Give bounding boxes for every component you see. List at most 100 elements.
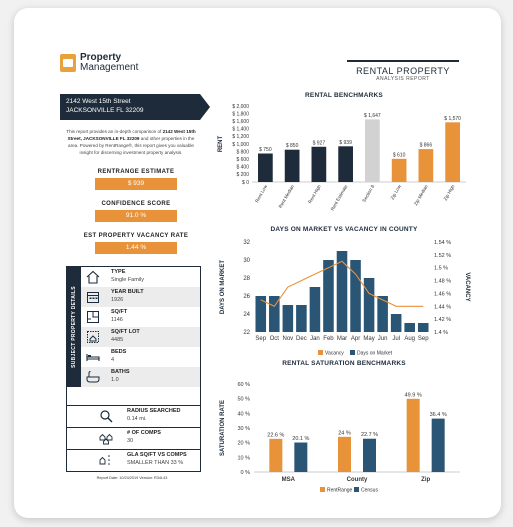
saturation-bar: [431, 418, 445, 472]
y-tick-label: 26: [243, 294, 250, 300]
days-bar: [323, 260, 334, 332]
x-tick-label: Sep: [255, 336, 266, 342]
report-subtitle: ANALYSIS REPORT: [376, 76, 430, 82]
report-card: Property Management RENTAL PROPERTY ANAL…: [14, 8, 501, 518]
y2-tick-label: 1.4 %: [434, 330, 448, 336]
bar: [311, 146, 327, 182]
bar-value-label: 20.1 %: [292, 436, 309, 442]
detail-label: SQ/FT: [111, 309, 128, 315]
x-tick-label: Section 8: [361, 184, 375, 203]
title-rule: [347, 60, 459, 62]
detail-label: GLA SQ/FT VS COMPS: [127, 452, 187, 458]
chart3-title: RENTAL SATURATION BENCHMARKS: [282, 360, 406, 367]
bar: [365, 119, 380, 182]
floorplan-icon: [87, 311, 99, 323]
y-tick-label: 60 %: [237, 382, 250, 388]
bar-value-label: 49.9 %: [405, 392, 422, 398]
report-footer: Report Date: 10/24/2019 Version: R34L43: [96, 476, 168, 480]
x-tick-label: Sep: [418, 336, 429, 342]
detail-label: # OF COMPS: [127, 430, 161, 436]
detail-row-beds: BEDS 4: [81, 347, 200, 367]
brand-line1: Property: [80, 52, 122, 63]
y-tick-label: 50 %: [237, 397, 250, 403]
bar: [258, 153, 273, 182]
x-tick-label: May: [363, 336, 374, 342]
intro-post: and other properties in the area. Powere…: [68, 136, 195, 155]
address-line1: 2142 West 15th Street: [66, 98, 131, 105]
days-vacancy-chart: 22 24 26 28 30 32 1.4 % 1.42 % 1.44 % 1.46 % 1.48 …: [220, 240, 470, 357]
detail-value: 1926: [111, 297, 124, 303]
bar-value-label: 22.7 %: [361, 432, 378, 438]
y-tick-label: 24: [243, 312, 250, 318]
bar: [338, 146, 353, 182]
metric-value-vacancy: 1.44 %: [95, 242, 177, 254]
saturation-bar: [338, 436, 351, 472]
legend-swatch-census: [354, 487, 359, 492]
legend-label-vacancy: Vacancy: [325, 351, 344, 357]
bar-value-label: $ 927: [313, 140, 326, 146]
compare-icon: [99, 455, 110, 465]
days-bar: [350, 260, 361, 332]
address-line2: JACKSONVILLE FL 32209: [66, 107, 144, 114]
bar-value-label: 36.4 %: [430, 412, 447, 418]
detail-label: BEDS: [111, 349, 127, 355]
y-tick-label: $ 1,400: [232, 127, 249, 133]
bar: [391, 158, 407, 182]
legend-swatch-vacancy: [318, 350, 323, 355]
metric-label-confidence: CONFIDENCE SCORE: [101, 201, 171, 207]
y2-tick-label: 1.42 %: [434, 317, 451, 323]
report-title: RENTAL PROPERTY: [356, 66, 450, 76]
y-tick-label: $ 1,800: [232, 111, 249, 117]
detail-value: 4485: [111, 337, 124, 343]
days-bar: [336, 251, 348, 332]
y-tick-label: 30 %: [237, 426, 250, 432]
bar-value-label: $ 610: [393, 152, 406, 158]
y-tick-label: $ 800: [236, 149, 249, 155]
bar-value-label: $ 1,647: [364, 113, 381, 119]
detail-value: 0.14 mi.: [127, 416, 147, 422]
y-tick-label: $ 2,000: [232, 104, 249, 110]
y-tick-label: 32: [243, 240, 250, 246]
bar-value-label: $ 1,570: [444, 116, 461, 122]
houses-icon: [99, 433, 113, 445]
bar-value-label: 22.6 %: [267, 432, 284, 438]
bar-value-label: $ 850: [286, 143, 299, 149]
y-tick-label: 40 %: [237, 411, 250, 417]
y-tick-label: $ 0: [242, 180, 249, 186]
metric-value-confidence: 91.0 %: [95, 210, 177, 222]
y-tick-label: $ 200: [236, 172, 249, 178]
y2-tick-label: 1.5 %: [434, 266, 448, 272]
y-tick-label: 28: [243, 276, 250, 282]
x-tick-label: Rent Estimate: [330, 184, 349, 212]
detail-row-comps: # OF COMPS 30: [67, 427, 200, 447]
days-bar: [309, 287, 321, 332]
lot-icon: [87, 331, 99, 343]
detail-row-radius: RADIUS SEARCHED 0.14 mi.: [67, 405, 200, 425]
detail-value: 4: [111, 357, 115, 363]
metric-label-vacancy: EST PROPERTY VACANCY RATE: [83, 233, 189, 239]
y-tick-label: 20 %: [237, 441, 250, 447]
x-tick-label: Jul: [392, 336, 400, 342]
x-tick-label: Jan: [310, 336, 320, 342]
detail-value: 1146: [111, 317, 123, 323]
bar: [445, 122, 460, 182]
y2-axis-label: VACANCY: [464, 272, 470, 301]
detail-row-sqft-lot: SQ/FT LOT 4485: [81, 327, 200, 347]
saturation-bar: [363, 438, 376, 472]
days-bar: [282, 305, 294, 332]
bathtub-icon: [86, 371, 100, 383]
brand-logo: Property Management: [60, 52, 180, 78]
intro-address: 2142 West 15th Street, JACKSONVILLE FL 3…: [67, 129, 196, 141]
details-side-label: SUBJECT PROPERTY DETAILS: [71, 286, 77, 368]
y-tick-label: 0 %: [241, 470, 251, 476]
days-bar: [377, 296, 388, 332]
x-tick-label: Zip Low: [390, 183, 403, 200]
x-tick-label: Zip Median: [413, 184, 429, 207]
bar: [418, 149, 434, 182]
metric-value-rentrange: $ 939: [95, 178, 177, 190]
x-tick-label: Feb: [323, 336, 334, 342]
bar-value-label: 24 %: [338, 430, 351, 436]
detail-row-baths: BATHS 1.0: [81, 367, 200, 387]
bar-value-label: $ 939: [339, 140, 352, 146]
x-tick-label: Rent High: [307, 184, 322, 205]
